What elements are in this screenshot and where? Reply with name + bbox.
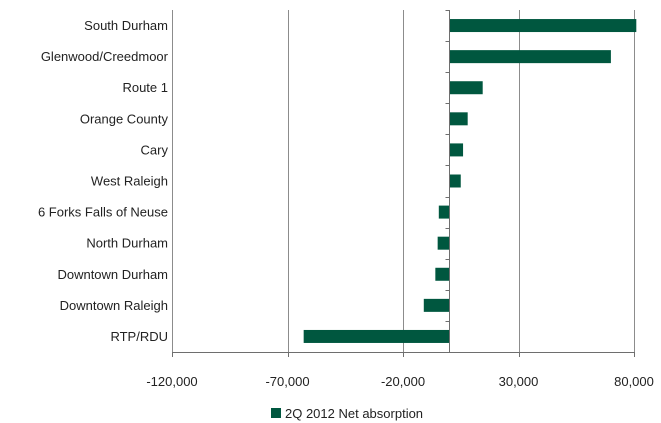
category-labels: South Durham Glenwood/Creedmoor Route 1 Ora…	[38, 18, 169, 344]
bar	[438, 205, 450, 219]
category-label: RTP/RDU	[110, 329, 168, 344]
legend-label: 2Q 2012 Net absorption	[285, 406, 423, 421]
x-tick-label: 30,000	[499, 374, 539, 389]
grid-lines	[172, 10, 635, 352]
category-label: North Durham	[86, 236, 168, 251]
bar	[449, 19, 637, 33]
category-label: Route 1	[122, 80, 168, 95]
bar	[437, 236, 450, 250]
legend-swatch	[271, 408, 281, 418]
bar	[423, 298, 450, 312]
category-label: Downtown Raleigh	[60, 298, 168, 313]
bar	[303, 329, 450, 343]
category-label: West Raleigh	[91, 174, 168, 189]
category-label: Glenwood/Creedmoor	[41, 49, 169, 64]
x-tick-label: 80,000	[614, 374, 654, 389]
category-label: South Durham	[84, 18, 168, 33]
bar	[449, 174, 461, 188]
x-tick-label: -120,000	[146, 374, 197, 389]
axes	[172, 10, 635, 357]
bar	[435, 267, 450, 281]
category-label: Cary	[141, 142, 169, 157]
category-label: Downtown Durham	[57, 267, 168, 282]
bar	[449, 112, 468, 126]
category-label: Orange County	[80, 111, 169, 126]
x-tick-labels: -120,000 -70,000 -20,000 30,000 80,000	[146, 374, 654, 389]
bars	[303, 19, 637, 343]
bar	[449, 81, 483, 95]
bar	[449, 50, 611, 64]
category-label: 6 Forks Falls of Neuse	[38, 205, 168, 220]
x-tick-label: -20,000	[381, 374, 425, 389]
legend: 2Q 2012 Net absorption	[271, 406, 423, 421]
bar	[449, 143, 464, 157]
x-tick-label: -70,000	[265, 374, 309, 389]
